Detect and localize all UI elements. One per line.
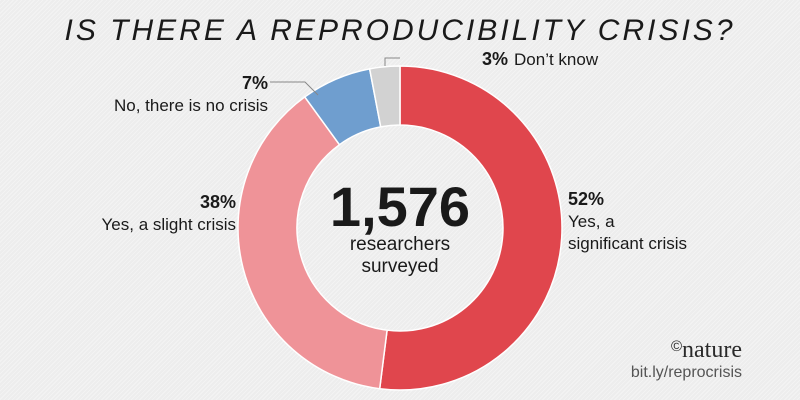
leader-line-dont-know xyxy=(384,57,400,66)
center-label-line-1: researchers xyxy=(350,234,450,255)
slice-label-significant-line-1: Yes, a xyxy=(568,212,615,231)
chart-title: IS THERE A REPRODUCIBILITY CRISIS? xyxy=(64,14,735,47)
copyright-symbol: © xyxy=(671,338,682,355)
slice-label-dont-know-row: 3% Don’t know xyxy=(482,49,599,69)
slice-slight-crisis xyxy=(237,95,388,390)
slice-pct-label-significant: 52% xyxy=(568,189,604,209)
nature-brand: nature xyxy=(682,337,742,363)
slice-significant-crisis xyxy=(378,65,563,391)
slice-pct-label-dont-know: 3% xyxy=(482,49,508,69)
slice-label-no-crisis: No, there is no crisis xyxy=(114,96,268,115)
nature-credit: ©nature xyxy=(671,337,742,363)
center-label-line-2: surveyed xyxy=(361,256,438,277)
slice-label-slight: Yes, a slight crisis xyxy=(102,215,236,234)
center-value: 1,576 xyxy=(330,175,470,238)
slice-dont-know xyxy=(368,65,401,128)
leader-line-no-crisis xyxy=(270,81,319,96)
slice-label-significant-line-2: significant crisis xyxy=(568,234,687,253)
slice-pct-label-slight: 38% xyxy=(200,192,236,212)
slice-pct-label-no-crisis: 7% xyxy=(242,73,268,93)
donut-slices xyxy=(237,65,563,391)
slice-label-dont-know: Don’t know xyxy=(514,50,599,69)
source-link: bit.ly/reprocrisis xyxy=(631,364,742,381)
